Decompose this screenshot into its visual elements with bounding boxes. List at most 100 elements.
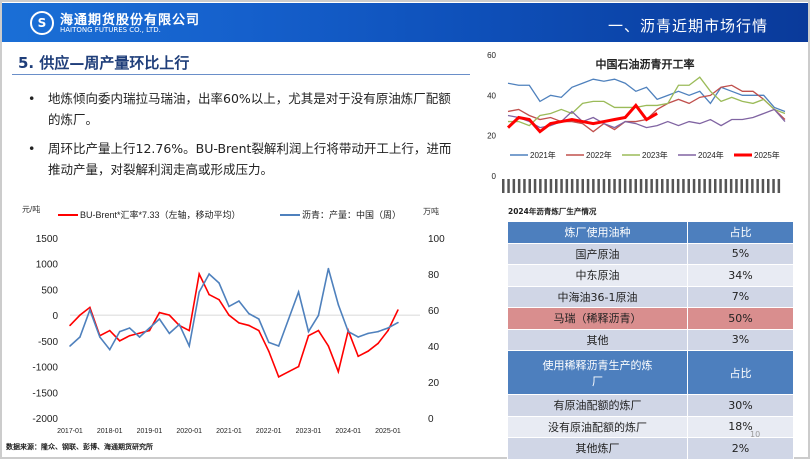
data-point: [118, 330, 121, 333]
data-point: [69, 345, 71, 347]
section-title: 一、沥青近期市场行情: [607, 17, 768, 35]
x-tick-label-mark: [708, 179, 712, 193]
data-point: [287, 318, 290, 320]
cell: 30%: [687, 394, 794, 417]
x-tick-label: 2017-01: [57, 428, 83, 435]
data-point: [387, 329, 389, 332]
chart-title: 中国石油沥青开工率: [596, 57, 695, 71]
series-line-2: [69, 268, 399, 352]
x-tick-label-mark: [570, 179, 574, 193]
bullet-dot-icon: •: [28, 91, 36, 106]
x-tick-label-mark: [661, 179, 664, 193]
data-point: [218, 282, 220, 284]
left-tick-label: 1500: [36, 234, 59, 245]
cell: 有原油配额的炼厂: [507, 394, 688, 417]
page-number: 10: [750, 430, 761, 439]
data-point: [228, 314, 230, 316]
x-tick-label-mark: [613, 179, 616, 193]
data-point: [297, 365, 300, 368]
x-tick-label-mark: [777, 179, 781, 193]
data-point: [337, 370, 340, 373]
data-point: [89, 309, 91, 311]
header-cell: 占比: [687, 221, 794, 244]
left-tick-label: 1000: [36, 260, 59, 271]
x-tick-label: 2020-01: [176, 428, 202, 435]
data-point: [367, 350, 369, 352]
x-tick-label-mark: [671, 179, 675, 193]
legend-label-2: 沥青：产量：中国（周）: [302, 209, 401, 220]
data-point: [258, 318, 260, 320]
x-tick-label-mark: [623, 179, 627, 193]
data-point: [327, 267, 330, 270]
x-tick-label-mark: [602, 179, 606, 193]
x-tick-label-mark: [745, 179, 749, 193]
right-tick-label: 80: [428, 270, 440, 281]
x-tick-label-mark: [751, 179, 754, 193]
x-tick-label-mark: [629, 179, 632, 193]
cell: 18%: [687, 415, 794, 438]
x-tick-label-mark: [692, 179, 696, 193]
legend-label: 2021年: [530, 150, 556, 160]
legend-label: 2025年: [754, 150, 780, 160]
x-tick-label-mark: [533, 179, 537, 193]
data-point: [367, 332, 369, 335]
x-tick-label-mark: [592, 179, 595, 193]
data-point: [287, 370, 290, 373]
x-tick-label-mark: [608, 179, 611, 193]
table-row: 其他炼厂 2%: [507, 437, 794, 460]
x-tick-label-mark: [523, 179, 526, 193]
data-point: [118, 340, 121, 342]
x-tick-label: 2019-01: [137, 428, 163, 435]
x-tick-label-mark: [724, 179, 728, 193]
data-point: [148, 327, 151, 329]
x-tick-label: 2018-01: [97, 428, 123, 435]
x-tick-label-mark: [761, 179, 765, 193]
data-point: [128, 327, 131, 329]
data-point: [317, 329, 320, 332]
right-tick-label: 40: [428, 342, 440, 353]
x-tick-label-mark: [597, 179, 600, 193]
legend-label: 2022年: [586, 150, 612, 160]
company-logo-icon: S: [30, 11, 54, 35]
x-tick-label-mark: [539, 179, 542, 193]
slide-title: 5. 供应—周产量环比上行: [18, 54, 190, 72]
x-tick-label: 2024-01: [335, 428, 361, 435]
bullet-2: • 周环比产量上行12.76%。BU-Brent裂解利润上行将带动开工上行，进而…: [28, 138, 458, 180]
cell: 国产原油: [507, 242, 688, 265]
x-tick-label-mark: [666, 179, 669, 193]
x-tick-label-mark: [756, 179, 759, 193]
data-point: [248, 312, 250, 315]
data-point: [158, 318, 161, 320]
y-tick-label: 0: [492, 172, 497, 181]
data-point: [357, 336, 359, 338]
x-tick-label-mark: [655, 179, 659, 193]
legend-label-1: BU-Brent*汇率*7.33（左轴，移动平均）: [80, 209, 241, 220]
x-tick-label-mark: [507, 179, 510, 193]
legend-label: 2023年: [642, 150, 668, 160]
x-tick-label-mark: [517, 179, 521, 193]
data-point: [198, 273, 200, 275]
title-divider: [12, 74, 470, 75]
bullet-text: 地炼倾向委内瑞拉马瑞油，出率60%以上，尤其是对于没有原油炼厂配额的炼厂。: [48, 91, 451, 127]
cell: 没有原油配额的炼厂: [507, 415, 688, 438]
cell: 2%: [687, 437, 794, 460]
left-tick-label: -500: [38, 337, 58, 348]
bullet-text: 周环比产量上行12.76%。BU-Brent裂解利润上行将带动开工上行，进而推动…: [48, 141, 452, 177]
legend-label: 2024年: [698, 150, 724, 160]
cell: 其他: [507, 328, 688, 351]
table-header-row: 使用稀释沥青生产的炼厂 占比: [507, 350, 794, 395]
table-caption: 2024年沥青炼厂生产情况: [508, 207, 597, 216]
data-point: [178, 323, 181, 326]
operating-rate-chart: 中国石油沥青开工率 60 40 20 0 2021年 2022年 2023年 2024年 2025…: [487, 51, 786, 193]
cell: 5%: [687, 242, 794, 265]
data-source: 数据来源：隆众、钢联、彭博、海通期货研究所: [6, 443, 153, 451]
data-point: [208, 293, 210, 296]
cell: 其他炼厂: [507, 437, 688, 460]
data-point: [79, 336, 81, 338]
table-row: 没有原油配额的炼厂 18%: [507, 415, 794, 438]
right-tick-label: 100: [428, 234, 445, 245]
x-tick-label-mark: [714, 179, 717, 193]
x-tick-label-mark: [549, 179, 553, 193]
data-point: [277, 376, 280, 378]
left-tick-label: -1500: [32, 388, 58, 399]
